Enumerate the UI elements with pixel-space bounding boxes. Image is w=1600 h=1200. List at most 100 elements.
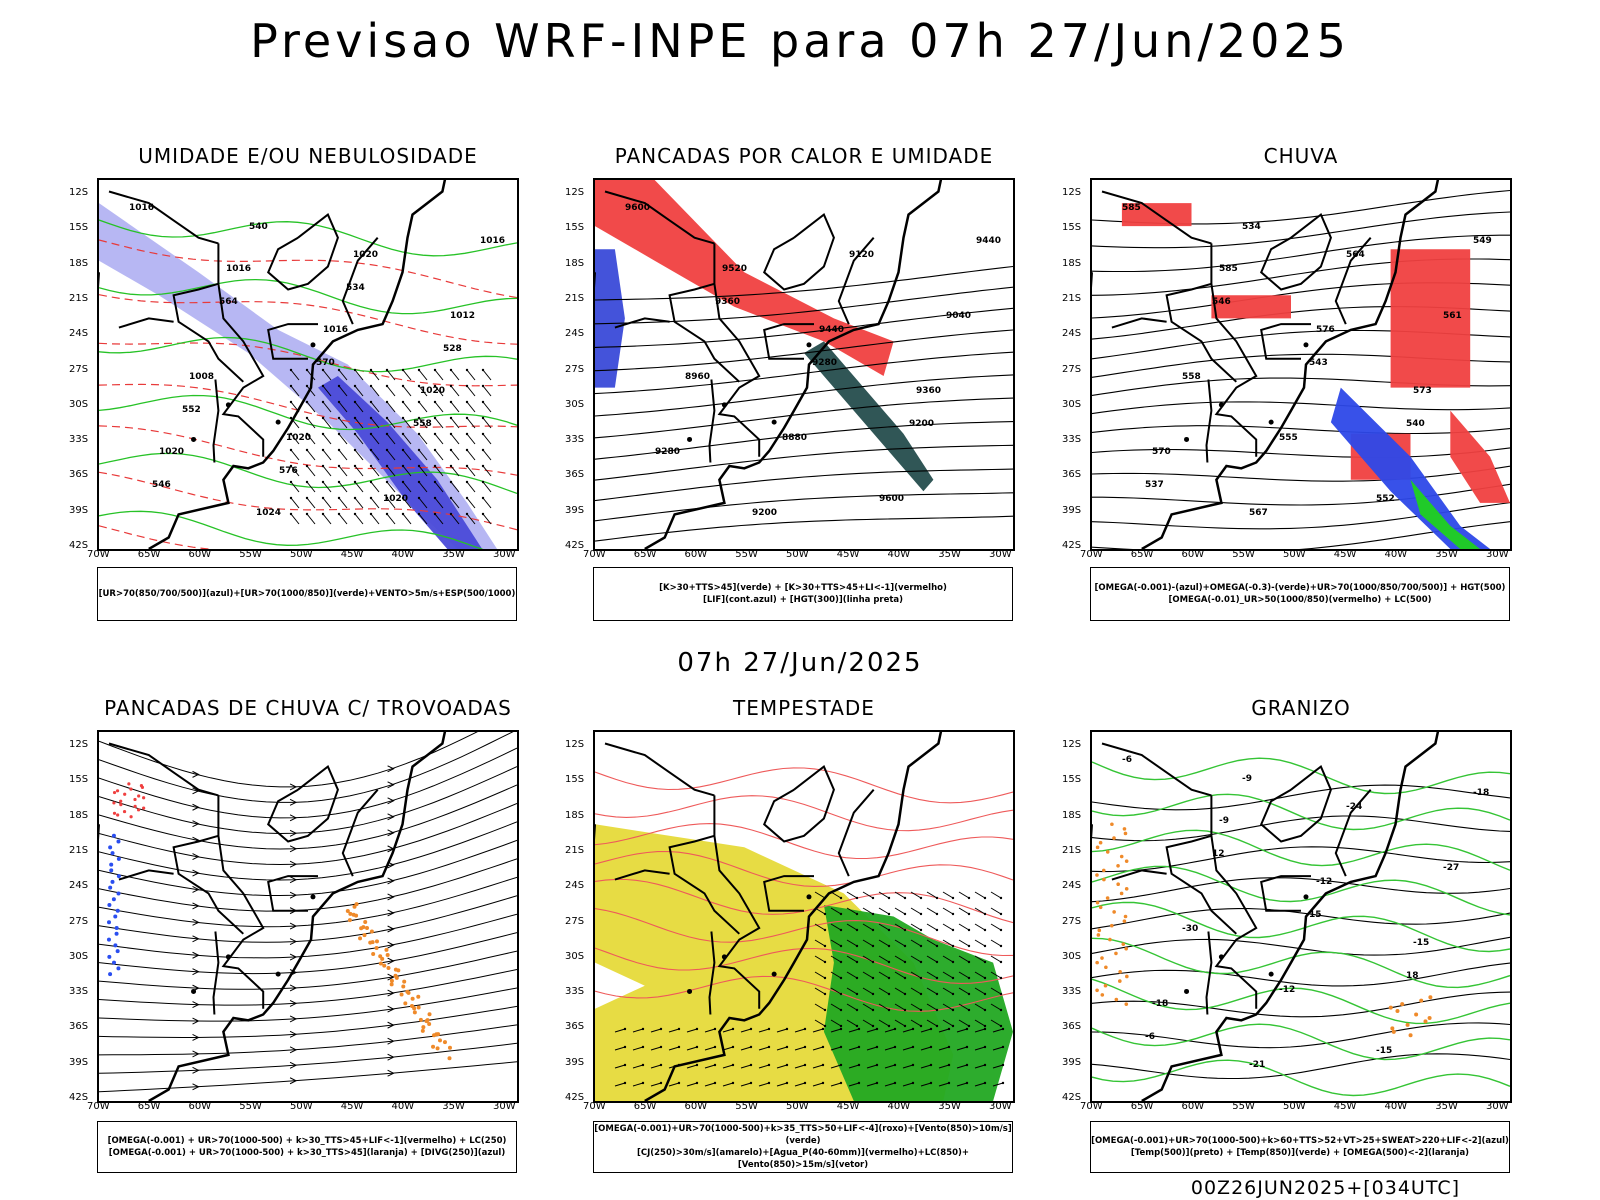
lon-tick: 45W [836,549,860,560]
wind-vector [830,1082,842,1087]
wind-vector [992,1064,1004,1069]
wind-vector [402,385,412,397]
omega-orange-dot [1098,905,1103,910]
wind-vector-head [321,448,325,452]
wind-vector-head [353,400,357,404]
lake-mark [1303,894,1309,900]
wind-vector [974,1003,986,1011]
wind-vector [466,481,476,493]
streamline-arrow [387,765,395,773]
streamline [99,987,517,1022]
wind-vector-head [839,976,843,980]
wind-vector [942,971,954,979]
contour-label: 9280 [655,447,680,457]
wind-vector-head [321,480,325,484]
wind-vector-head [839,912,843,916]
wind-vector-head [965,1081,969,1085]
wind-vector-head [481,368,485,372]
wind-vector-head [321,416,325,420]
lat-tick: 12S [565,187,585,198]
orange-dot [427,1021,432,1026]
streamline-arrow [387,925,395,933]
red-dot [116,813,120,817]
wind-vector-head [903,928,907,932]
lat-tick: 15S [1062,774,1082,786]
streamline [99,747,517,819]
red-dot [136,808,141,812]
wind-vector [338,433,348,445]
wind-vector-head [659,1045,663,1049]
wind-vector [434,497,444,509]
temp500-contour [1092,962,1510,987]
wind-vector [910,891,922,899]
wind-vector [338,465,348,477]
rain-red [1390,249,1471,388]
streamline-arrow [289,829,298,837]
wind-vector-head [875,1027,879,1031]
wind-vector-head [857,1081,861,1085]
legend-line: [Temp(500)](preto) + [Temp(850)](verde) … [1130,1148,1470,1158]
wind-vector [942,891,954,899]
wind-vector [926,923,938,931]
wind-vector [370,513,380,525]
convection-red [595,180,894,376]
wind-vector-head [903,992,907,996]
lake-mark [275,971,281,977]
border-line [614,869,670,881]
lat-tick: 30S [1062,950,1082,962]
wind-vector [942,987,954,995]
humidity-contour [99,278,517,315]
wind-vector-head [449,432,453,436]
wind-vector-head [875,1045,879,1049]
lat-tick: 18S [1062,809,1082,821]
wind-vector-head [903,896,907,900]
wind-vector [418,465,428,477]
wind-vector-head [767,1081,771,1085]
red-dot [112,790,117,795]
lat-tick: 33S [1062,434,1082,446]
lon-tick: 70W [1080,549,1103,560]
wind-vector [776,1082,788,1087]
wind-vector [466,433,476,445]
wind-vector-head [385,400,389,404]
omega-orange-dot [1100,993,1105,997]
lon-tick: 60W [188,549,212,560]
wind-vector-head [401,384,405,388]
wind-vector-head [481,384,485,388]
wind-vector-head [967,960,971,964]
wind-vector-head [935,912,939,916]
border-line [1101,190,1212,245]
wind-vector-head [983,992,987,996]
lat-tick: 21S [69,292,89,304]
wind-vector [878,1019,890,1027]
contour-label: -6 [1145,1032,1155,1042]
wind-vector-head [951,960,955,964]
wind-vector [776,1028,788,1033]
legend-line: [K>30+TTS>45](verde) + [K>30+TTS>45+LI<-… [659,583,947,593]
contour-label: -6 [1122,755,1132,765]
wind-vector-head [321,432,325,436]
streamline [99,732,514,803]
lat-tick: 30S [565,950,585,962]
contour-label: 543 [1309,358,1328,368]
contour-label: 12 [1212,849,1225,859]
wind-vector-head [305,496,309,500]
wind-vector [450,417,460,429]
streamline [99,1005,517,1038]
wind-vector [878,1003,890,1011]
wind-vector [974,1019,986,1027]
temp850-contour [1092,937,1510,989]
contour-label: 1008 [189,372,214,382]
streamline-arrow [192,918,200,926]
omega-orange-dot [1095,845,1100,850]
wind-vector [992,1082,1004,1087]
wind-vector-head [713,1063,717,1067]
wind-vector [926,1003,938,1011]
lake-mark [225,954,231,960]
contour-label: 1020 [420,386,445,396]
streamline [99,895,517,943]
wind-vector [794,1046,806,1051]
streamline-850 [595,795,1013,832]
contour-label: 9360 [916,386,941,396]
wind-vector-head [641,1027,645,1031]
